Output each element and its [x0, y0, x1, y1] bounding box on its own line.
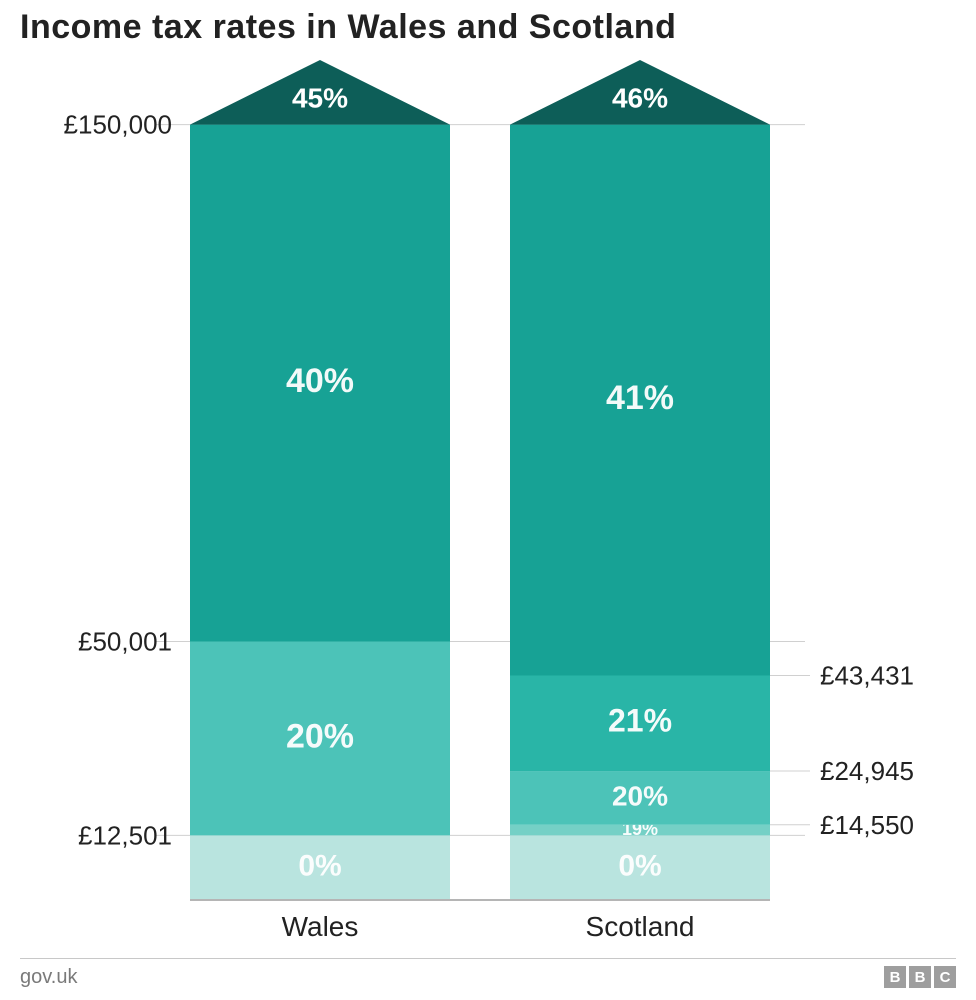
- category-labels: Wales Scotland: [282, 911, 695, 942]
- segment-label: 20%: [286, 717, 354, 755]
- right-tick-label: £14,550: [820, 810, 914, 840]
- bbc-logo: B B C: [884, 966, 956, 988]
- left-tick-label: £150,000: [64, 110, 172, 140]
- segment-label: 0%: [618, 850, 661, 883]
- segment-label: 45%: [292, 83, 348, 114]
- right-tick-label: £43,431: [820, 660, 914, 690]
- source-label: gov.uk: [20, 966, 77, 989]
- segment-label: 0%: [298, 850, 341, 883]
- left-tick-label: £12,501: [78, 820, 172, 850]
- left-tick-label: £50,001: [78, 627, 172, 657]
- left-axis-ticks: £150,000 £50,001 £12,501: [64, 110, 172, 851]
- chart-page: Income tax rates in Wales and Scotland 0…: [0, 0, 976, 1000]
- bbc-c: C: [934, 966, 956, 988]
- right-axis-ticks: £43,431 £24,945 £14,550: [820, 660, 914, 839]
- footer-rule: [20, 958, 956, 959]
- segment-label: 46%: [612, 83, 668, 114]
- bbc-b1: B: [884, 966, 906, 988]
- category-label: Scotland: [586, 911, 695, 942]
- tax-chart-svg: 0%20%40%45%0%19%20%21%41%46% £150,000£50…: [0, 0, 976, 1000]
- category-label: Wales: [282, 911, 359, 942]
- segment-label: 20%: [612, 780, 668, 811]
- right-tick-label: £24,945: [820, 756, 914, 786]
- segment-label: 40%: [286, 362, 354, 400]
- bars: 0%20%40%45%0%19%20%21%41%46%: [190, 60, 770, 900]
- bbc-b2: B: [909, 966, 931, 988]
- segment-label: 41%: [606, 379, 674, 417]
- segment-label: 21%: [608, 703, 672, 739]
